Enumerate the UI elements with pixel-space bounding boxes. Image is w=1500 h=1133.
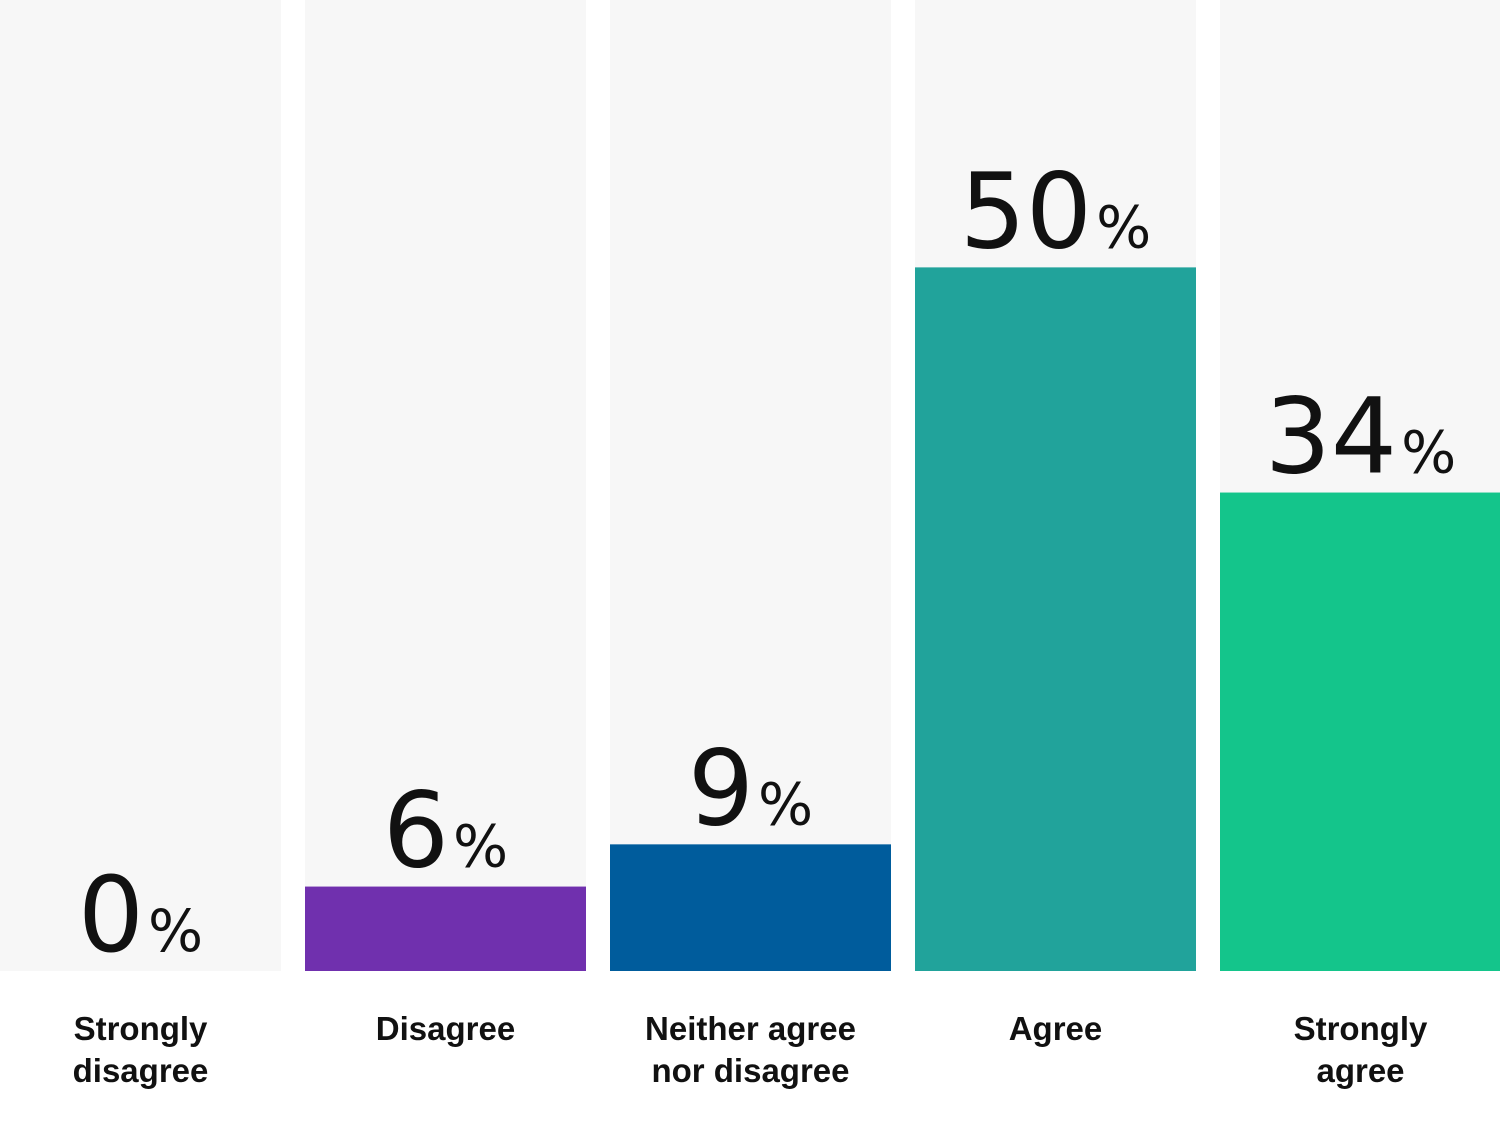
category-label-line: agree (1316, 1052, 1404, 1089)
data-label-value: 50 (960, 150, 1092, 272)
data-label-value: 6 (383, 770, 449, 892)
data-label-suffix: % (1401, 419, 1456, 487)
bar-layer (305, 267, 1500, 971)
data-label: 50% (960, 150, 1151, 272)
category-label-line: disagree (73, 1052, 209, 1089)
category-label-layer: Strongly disagree Disagree Neither agree nor… (73, 1010, 1428, 1089)
category-label: Neither agree nor disagree (645, 1010, 856, 1089)
data-label-value: 0 (78, 854, 144, 976)
bar-track (305, 0, 586, 971)
category-label: Agree (1009, 1010, 1103, 1047)
category-label-line: Strongly (74, 1010, 208, 1047)
category-label-line: Strongly (1294, 1010, 1428, 1047)
data-label-suffix: % (1096, 193, 1151, 261)
data-label-value: 9 (688, 727, 754, 849)
category-label-line: nor disagree (651, 1052, 849, 1089)
value-label-layer: 0%6% 9%50%34% (78, 150, 1456, 976)
data-label-suffix: % (758, 770, 813, 838)
data-label-suffix: % (148, 897, 203, 965)
data-label: 6% (383, 770, 508, 892)
data-label: 9% (688, 727, 813, 849)
bar (915, 267, 1196, 971)
data-label: 34% (1265, 376, 1456, 498)
bar-track (0, 0, 281, 971)
bar (305, 886, 586, 971)
category-label: Disagree (376, 1010, 515, 1047)
bar-track (610, 0, 891, 971)
category-label: Strongly disagree (73, 1010, 209, 1089)
data-label-value: 34 (1265, 376, 1397, 498)
category-label-line: Disagree (376, 1010, 515, 1047)
data-label-suffix: % (453, 813, 508, 881)
category-label-line: Agree (1009, 1010, 1103, 1047)
bar (610, 844, 891, 971)
data-label: 0% (78, 854, 203, 976)
bar (1220, 492, 1500, 971)
category-label-line: Neither agree (645, 1010, 856, 1047)
category-label: Strongly agree (1294, 1010, 1428, 1089)
